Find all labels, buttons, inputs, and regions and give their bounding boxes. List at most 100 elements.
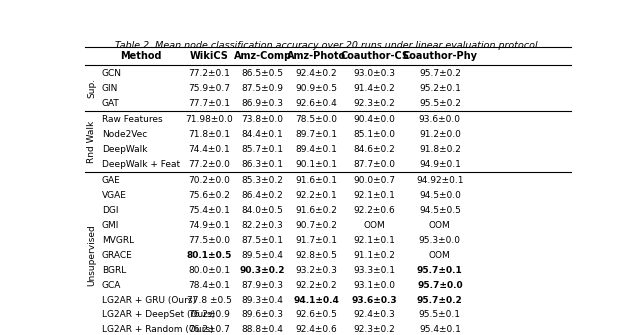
Text: 77.2±0.0: 77.2±0.0 — [188, 160, 230, 169]
Text: Coauthor-Phy: Coauthor-Phy — [403, 52, 477, 61]
Text: 92.1±0.1: 92.1±0.1 — [354, 191, 396, 200]
Text: LG2AR + Random (Ours): LG2AR + Random (Ours) — [102, 325, 213, 334]
Text: 70.2±0.0: 70.2±0.0 — [188, 176, 230, 185]
Text: Coauthor-CS: Coauthor-CS — [340, 52, 409, 61]
Text: 71.8±0.1: 71.8±0.1 — [188, 130, 230, 139]
Text: 94.5±0.0: 94.5±0.0 — [419, 191, 461, 200]
Text: 85.7±0.1: 85.7±0.1 — [241, 145, 284, 154]
Text: Amz-Comp: Amz-Comp — [234, 52, 292, 61]
Text: 90.9±0.5: 90.9±0.5 — [295, 84, 337, 93]
Text: 92.1±0.1: 92.1±0.1 — [354, 236, 396, 245]
Text: 71.98±0.0: 71.98±0.0 — [185, 115, 233, 124]
Text: 92.4±0.6: 92.4±0.6 — [295, 325, 337, 334]
Text: OOM: OOM — [429, 221, 451, 230]
Text: 73.8±0.0: 73.8±0.0 — [241, 115, 284, 124]
Text: 74.9±0.1: 74.9±0.1 — [188, 221, 230, 230]
Text: 86.5±0.5: 86.5±0.5 — [241, 69, 284, 78]
Text: 76.2±0.7: 76.2±0.7 — [188, 325, 230, 334]
Text: 94.1±0.4: 94.1±0.4 — [293, 295, 339, 305]
Text: 89.3±0.4: 89.3±0.4 — [241, 295, 284, 305]
Text: MVGRL: MVGRL — [102, 236, 134, 245]
Text: 90.0±0.7: 90.0±0.7 — [354, 176, 396, 185]
Text: 95.7±0.2: 95.7±0.2 — [419, 69, 461, 78]
Text: 87.9±0.3: 87.9±0.3 — [241, 281, 284, 289]
Text: 91.8±0.2: 91.8±0.2 — [419, 145, 461, 154]
Text: 92.4±0.3: 92.4±0.3 — [354, 311, 396, 320]
Text: 86.9±0.3: 86.9±0.3 — [241, 98, 284, 108]
Text: 87.5±0.1: 87.5±0.1 — [241, 236, 284, 245]
Text: 95.7±0.0: 95.7±0.0 — [417, 281, 463, 289]
Text: 90.1±0.1: 90.1±0.1 — [295, 160, 337, 169]
Text: 92.2±0.2: 92.2±0.2 — [295, 281, 337, 289]
Text: 77.7±0.1: 77.7±0.1 — [188, 98, 230, 108]
Text: 77.5±0.0: 77.5±0.0 — [188, 236, 230, 245]
Text: 92.3±0.2: 92.3±0.2 — [354, 98, 396, 108]
Text: DeepWalk + Feat: DeepWalk + Feat — [102, 160, 180, 169]
Text: LG2AR + DeepSet (Ours): LG2AR + DeepSet (Ours) — [102, 311, 215, 320]
Text: 92.4±0.2: 92.4±0.2 — [295, 69, 337, 78]
Text: 94.5±0.5: 94.5±0.5 — [419, 206, 461, 215]
Text: 84.6±0.2: 84.6±0.2 — [354, 145, 396, 154]
Text: 87.5±0.9: 87.5±0.9 — [241, 84, 284, 93]
Text: 92.3±0.2: 92.3±0.2 — [354, 325, 396, 334]
Text: 80.1±0.5: 80.1±0.5 — [186, 251, 232, 260]
Text: OOM: OOM — [429, 251, 451, 260]
Text: GRACE: GRACE — [102, 251, 132, 260]
Text: 85.3±0.2: 85.3±0.2 — [241, 176, 284, 185]
Text: 82.2±0.3: 82.2±0.3 — [242, 221, 284, 230]
Text: 90.7±0.2: 90.7±0.2 — [295, 221, 337, 230]
Text: 91.6±0.1: 91.6±0.1 — [295, 176, 337, 185]
Text: 84.4±0.1: 84.4±0.1 — [242, 130, 284, 139]
Text: 91.2±0.0: 91.2±0.0 — [419, 130, 461, 139]
Text: 93.0±0.3: 93.0±0.3 — [354, 69, 396, 78]
Text: 93.6±0.3: 93.6±0.3 — [352, 295, 397, 305]
Text: 88.8±0.4: 88.8±0.4 — [241, 325, 284, 334]
Text: 93.3±0.1: 93.3±0.1 — [354, 266, 396, 275]
Text: 80.0±0.1: 80.0±0.1 — [188, 266, 230, 275]
Text: 94.9±0.1: 94.9±0.1 — [419, 160, 461, 169]
Text: 86.4±0.2: 86.4±0.2 — [242, 191, 284, 200]
Text: DeepWalk: DeepWalk — [102, 145, 147, 154]
Text: VGAE: VGAE — [102, 191, 127, 200]
Text: 90.3±0.2: 90.3±0.2 — [240, 266, 285, 275]
Text: 92.2±0.6: 92.2±0.6 — [354, 206, 396, 215]
Text: 77.2±0.1: 77.2±0.1 — [188, 69, 230, 78]
Text: 91.4±0.2: 91.4±0.2 — [354, 84, 396, 93]
Text: BGRL: BGRL — [102, 266, 126, 275]
Text: 95.5±0.2: 95.5±0.2 — [419, 98, 461, 108]
Text: 87.7±0.0: 87.7±0.0 — [354, 160, 396, 169]
Text: 94.92±0.1: 94.92±0.1 — [416, 176, 463, 185]
Text: GIN: GIN — [102, 84, 118, 93]
Text: GAE: GAE — [102, 176, 120, 185]
Text: 90.4±0.0: 90.4±0.0 — [354, 115, 396, 124]
Text: 93.6±0.0: 93.6±0.0 — [419, 115, 461, 124]
Text: 95.5±0.1: 95.5±0.1 — [419, 311, 461, 320]
Text: 89.5±0.4: 89.5±0.4 — [241, 251, 284, 260]
Text: GMI: GMI — [102, 221, 119, 230]
Text: 91.1±0.2: 91.1±0.2 — [354, 251, 396, 260]
Text: 75.6±0.2: 75.6±0.2 — [188, 191, 230, 200]
Text: 95.4±0.1: 95.4±0.1 — [419, 325, 461, 334]
Text: 95.3±0.0: 95.3±0.0 — [419, 236, 461, 245]
Text: 89.4±0.1: 89.4±0.1 — [295, 145, 337, 154]
Text: 84.0±0.5: 84.0±0.5 — [241, 206, 284, 215]
Text: 75.4±0.1: 75.4±0.1 — [188, 206, 230, 215]
Text: 93.1±0.0: 93.1±0.0 — [354, 281, 396, 289]
Text: 92.6±0.5: 92.6±0.5 — [295, 311, 337, 320]
Text: 75.9±0.7: 75.9±0.7 — [188, 84, 230, 93]
Text: OOM: OOM — [364, 221, 385, 230]
Text: Unsupervised: Unsupervised — [88, 224, 97, 286]
Text: Raw Features: Raw Features — [102, 115, 163, 124]
Text: 93.2±0.3: 93.2±0.3 — [295, 266, 337, 275]
Text: 77.8 ±0.5: 77.8 ±0.5 — [186, 295, 232, 305]
Text: 76.2±0.9: 76.2±0.9 — [188, 311, 230, 320]
Text: GCN: GCN — [102, 69, 122, 78]
Text: Node2Vec: Node2Vec — [102, 130, 147, 139]
Text: 92.8±0.5: 92.8±0.5 — [295, 251, 337, 260]
Text: Rnd Walk: Rnd Walk — [88, 121, 97, 163]
Text: GAT: GAT — [102, 98, 120, 108]
Text: 91.6±0.2: 91.6±0.2 — [295, 206, 337, 215]
Text: 95.7±0.1: 95.7±0.1 — [417, 266, 463, 275]
Text: 92.6±0.4: 92.6±0.4 — [295, 98, 337, 108]
Text: Method: Method — [120, 52, 161, 61]
